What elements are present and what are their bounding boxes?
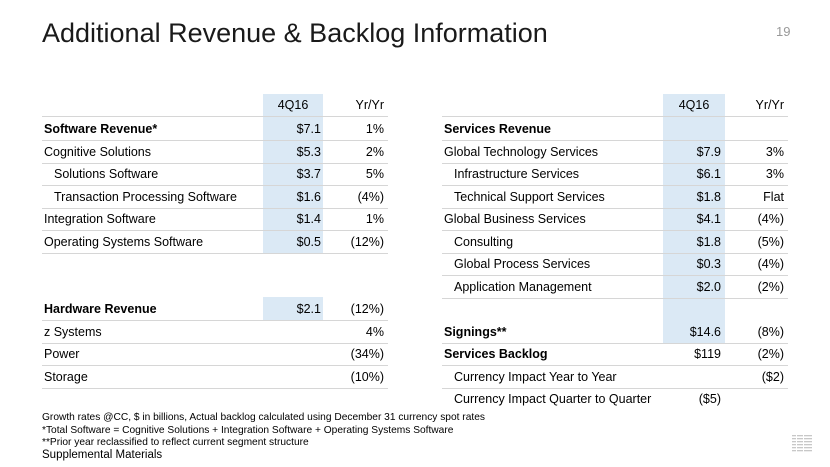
row-value-yr-yr: 1% — [365, 122, 384, 136]
row-value-4q16: $2.1 — [296, 302, 321, 316]
table-row: Operating Systems Software $0.5 (12%) — [42, 231, 388, 254]
table-row: Transaction Processing Software $1.6 (4%) — [42, 186, 388, 209]
table-row: Signings** $14.6 (8%) — [442, 321, 788, 344]
table-row: Software Revenue* $7.1 1% — [42, 118, 388, 141]
right-header-row: 4Q16 Yr/Yr — [442, 94, 788, 117]
table-row: Currency Impact Quarter to Quarter ($5) — [442, 388, 788, 410]
row-value-yr-yr: 3% — [765, 145, 784, 159]
row-label: Services Revenue — [444, 122, 552, 136]
table-row: Storage (10%) — [42, 366, 388, 389]
right-col2-header: Yr/Yr — [755, 98, 784, 112]
row-value-4q16: $2.0 — [696, 280, 721, 294]
row-value-yr-yr: (5%) — [757, 235, 784, 249]
row-label: Operating Systems Software — [44, 235, 204, 249]
footnotes: Growth rates @CC, $ in billions, Actual … — [42, 412, 485, 450]
table-row: Services Revenue — [442, 118, 788, 141]
row-label: Solutions Software — [54, 167, 159, 181]
row-value-yr-yr: 1% — [365, 212, 384, 226]
row-value-yr-yr: Flat — [763, 190, 784, 204]
row-value-yr-yr: (10%) — [350, 370, 384, 384]
table-row: Cognitive Solutions $5.3 2% — [42, 141, 388, 164]
row-label: Application Management — [454, 280, 592, 294]
row-label: Integration Software — [44, 212, 156, 226]
table-row: Solutions Software $3.7 5% — [42, 163, 388, 186]
row-value-yr-yr: (34%) — [350, 347, 384, 361]
row-label: Software Revenue* — [44, 122, 158, 136]
left-col2-header: Yr/Yr — [355, 98, 384, 112]
row-label: Global Process Services — [454, 257, 591, 271]
row-label: Hardware Revenue — [44, 302, 157, 316]
row-label: Power — [44, 347, 80, 361]
table-row: Hardware Revenue $2.1 (12%) — [42, 298, 388, 321]
table-row: z Systems 4% — [42, 321, 388, 344]
row-value-yr-yr: 4% — [365, 325, 384, 339]
row-value-yr-yr: (4%) — [757, 212, 784, 226]
row-value-yr-yr: (2%) — [757, 347, 784, 361]
right-highlight-column — [663, 94, 725, 344]
row-label: Infrastructure Services — [454, 167, 580, 181]
row-label: z Systems — [44, 325, 102, 339]
table-row: Global Process Services $0.3 (4%) — [442, 253, 788, 276]
table-row: Technical Support Services $1.8 Flat — [442, 186, 788, 209]
row-value-4q16: $7.9 — [696, 145, 721, 159]
row-value-4q16: $5.3 — [296, 145, 321, 159]
row-value-4q16: $0.3 — [696, 257, 721, 271]
row-value-yr-yr: (4%) — [357, 190, 384, 204]
row-label: Signings** — [444, 325, 507, 339]
footnote-line: Growth rates @CC, $ in billions, Actual … — [42, 412, 485, 423]
row-label: Consulting — [454, 235, 514, 249]
row-label: Storage — [44, 370, 88, 384]
right-col1-header: 4Q16 — [678, 98, 710, 112]
table-row: Consulting $1.8 (5%) — [442, 231, 788, 254]
row-value-yr-yr: (2%) — [757, 280, 784, 294]
row-value-4q16: $4.1 — [696, 212, 721, 226]
table-row: Global Technology Services $7.9 3% — [442, 141, 788, 164]
left-header-row: 4Q16 Yr/Yr — [42, 94, 388, 117]
row-value-yr-yr: (4%) — [757, 257, 784, 271]
page-title: Additional Revenue & Backlog Information — [42, 18, 548, 48]
table-row: Integration Software $1.4 1% — [42, 208, 388, 231]
row-value-yr-yr: (12%) — [350, 235, 384, 249]
row-label: Transaction Processing Software — [54, 190, 237, 204]
page-number: 19 — [776, 24, 791, 39]
row-value-yr-yr: (12%) — [350, 302, 384, 316]
row-label: Services Backlog — [444, 347, 548, 361]
table-row: Power (34%) — [42, 343, 388, 366]
row-value-4q16: $1.8 — [696, 190, 721, 204]
left-col1-header: 4Q16 — [277, 98, 309, 112]
row-label: Currency Impact Year to Year — [454, 370, 617, 384]
footnote-line: **Prior year reclassified to reflect cur… — [42, 437, 309, 448]
row-value-yr-yr: ($2) — [761, 370, 784, 384]
row-label: Global Business Services — [444, 212, 586, 226]
left-highlight-column-hw — [263, 297, 323, 320]
row-value-yr-yr: 2% — [365, 145, 384, 159]
row-value-yr-yr: 3% — [765, 167, 784, 181]
left-highlight-column — [263, 94, 323, 254]
row-value-4q16: $3.7 — [296, 167, 321, 181]
row-value-4q16: $1.6 — [296, 190, 321, 204]
table-row: Application Management $2.0 (2%) — [442, 276, 788, 299]
row-value-4q16: $14.6 — [689, 325, 721, 339]
row-value-4q16: $6.1 — [696, 167, 721, 181]
row-value-4q16: $119 — [694, 347, 721, 361]
row-value-yr-yr: (8%) — [757, 325, 784, 339]
row-label: Cognitive Solutions — [44, 145, 152, 159]
row-value-4q16: $7.1 — [296, 122, 321, 136]
table-row: Global Business Services $4.1 (4%) — [442, 208, 788, 231]
table-row: Services Backlog $119 (2%) — [442, 343, 788, 366]
row-value-yr-yr: 5% — [365, 167, 384, 181]
table-row: Currency Impact Year to Year ($2) — [442, 366, 788, 389]
row-value-4q16: $1.4 — [296, 212, 321, 226]
supplemental-label: Supplemental Materials — [42, 449, 163, 461]
row-label: Technical Support Services — [454, 190, 605, 204]
row-label: Global Technology Services — [444, 145, 599, 159]
row-value-4q16: $1.8 — [696, 235, 721, 249]
row-value-4q16: $0.5 — [296, 235, 321, 249]
footnote-line: *Total Software = Cognitive Solutions + … — [42, 424, 454, 436]
row-label: Currency Impact Quarter to Quarter — [454, 392, 652, 406]
ibm-logo — [792, 435, 812, 452]
row-value-4q16: ($5) — [698, 392, 721, 406]
table-row: Infrastructure Services $6.1 3% — [442, 163, 788, 186]
